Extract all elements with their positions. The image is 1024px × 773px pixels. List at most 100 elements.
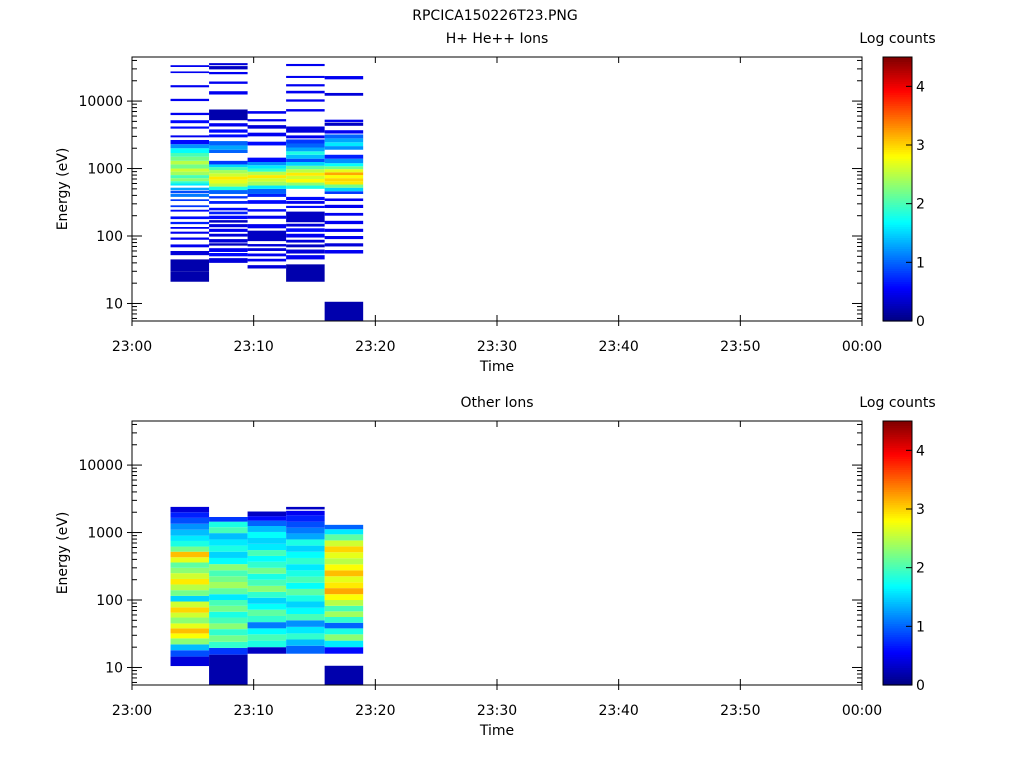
heatmap-cell bbox=[286, 645, 325, 654]
heatmap-cell bbox=[170, 633, 210, 639]
colorbar-segment bbox=[883, 469, 912, 473]
heatmap-cell bbox=[324, 665, 364, 685]
heatmap-cell bbox=[209, 647, 248, 655]
heatmap-cell bbox=[170, 623, 210, 629]
heatmap-cell bbox=[286, 255, 325, 260]
colorbar-segment bbox=[883, 182, 912, 186]
colorbar-segment bbox=[883, 142, 912, 146]
colorbar-segment bbox=[883, 316, 912, 320]
colorbar-segment bbox=[883, 559, 912, 563]
heatmap-cell bbox=[170, 216, 210, 220]
heatmap-cell bbox=[247, 573, 287, 580]
colorbar-segment bbox=[883, 131, 912, 135]
heatmap-cell bbox=[324, 191, 364, 194]
heatmap-cell bbox=[170, 148, 210, 153]
heatmap-cell bbox=[209, 170, 248, 174]
colorbar-segment bbox=[883, 513, 912, 517]
heatmap-cell bbox=[209, 145, 248, 150]
colorbar-segment bbox=[883, 138, 912, 142]
heatmap-cell bbox=[286, 135, 325, 139]
colorbar-segment bbox=[883, 299, 912, 302]
heatmap-cell bbox=[170, 144, 210, 149]
heatmap-cell bbox=[286, 158, 325, 162]
x-axis-label: Time bbox=[479, 359, 514, 375]
colorbar-segment bbox=[883, 638, 912, 642]
colorbar-tick-label: 3 bbox=[916, 138, 925, 154]
colorbar-segment bbox=[883, 555, 912, 558]
heatmap-cell bbox=[247, 244, 287, 247]
colorbar-segment bbox=[883, 305, 912, 309]
colorbar-segment bbox=[883, 625, 912, 629]
colorbar-segment bbox=[883, 594, 912, 598]
heatmap-cell bbox=[209, 91, 248, 95]
heatmap-cell bbox=[286, 165, 325, 170]
heatmap-cell bbox=[324, 622, 364, 629]
heatmap-cell bbox=[247, 111, 287, 114]
heatmap-cell bbox=[209, 149, 248, 153]
colorbar-segment bbox=[883, 619, 912, 622]
heatmap-cell bbox=[324, 301, 364, 321]
panel-title: H+ He++ Ions bbox=[446, 31, 549, 47]
colorbar-segment bbox=[883, 127, 912, 131]
heatmap-cell bbox=[324, 640, 364, 648]
colorbar-segment bbox=[883, 632, 912, 635]
heatmap-cell bbox=[324, 576, 364, 583]
heatmap-cell bbox=[170, 656, 210, 667]
colorbar-segment bbox=[883, 224, 912, 227]
colorbar-segment bbox=[883, 244, 912, 247]
colorbar-segment bbox=[883, 219, 912, 223]
colorbar-segment bbox=[883, 511, 912, 514]
colorbar-segment bbox=[883, 285, 912, 289]
heatmap-cell bbox=[247, 178, 287, 182]
colorbar-segment bbox=[883, 658, 912, 662]
colorbar-segment bbox=[883, 599, 912, 602]
colorbar-segment bbox=[883, 145, 912, 148]
y-tick-label: 100 bbox=[96, 229, 123, 245]
colorbar-segment bbox=[883, 520, 912, 523]
colorbar-segment bbox=[883, 204, 912, 208]
heatmap-cell bbox=[324, 198, 364, 202]
heatmap-cell bbox=[286, 182, 325, 186]
heatmap-cell bbox=[247, 579, 287, 586]
colorbar-segment bbox=[883, 259, 912, 263]
heatmap-cell bbox=[170, 65, 210, 67]
colorbar-segment bbox=[883, 614, 912, 618]
heatmap-cell bbox=[286, 84, 325, 87]
heatmap-cell bbox=[247, 200, 287, 204]
colorbar-segment bbox=[883, 621, 912, 624]
heatmap-cell bbox=[324, 594, 364, 601]
heatmap-cell bbox=[247, 615, 287, 623]
heatmap-cell bbox=[286, 228, 325, 232]
heatmap-cell bbox=[209, 611, 248, 618]
heatmap-cell bbox=[324, 142, 364, 147]
heatmap-cell bbox=[247, 168, 287, 172]
heatmap-cell bbox=[286, 551, 325, 558]
colorbar-segment bbox=[883, 208, 912, 212]
colorbar-segment bbox=[883, 440, 912, 444]
heatmap-cell bbox=[247, 175, 287, 179]
heatmap-cell bbox=[247, 215, 287, 219]
colorbar-segment bbox=[883, 484, 912, 488]
heatmap-cell bbox=[324, 130, 364, 134]
colorbar-segment bbox=[883, 173, 912, 177]
colorbar-segment bbox=[883, 467, 912, 470]
heatmap-cell bbox=[209, 533, 248, 540]
colorbar-segment bbox=[883, 310, 912, 313]
colorbar-segment bbox=[883, 180, 912, 183]
heatmap-cell bbox=[286, 154, 325, 159]
heatmap-cell bbox=[209, 173, 248, 177]
heatmap-cell bbox=[324, 605, 364, 612]
colorbar-segment bbox=[883, 226, 912, 230]
colorbar-segment bbox=[883, 195, 912, 199]
heatmap-cell bbox=[247, 628, 287, 635]
heatmap-cell bbox=[247, 125, 287, 129]
x-tick-label: 23:00 bbox=[112, 339, 152, 355]
heatmap-cell bbox=[209, 186, 248, 191]
heatmap-cell bbox=[286, 249, 325, 254]
colorbar-segment bbox=[883, 81, 912, 84]
heatmap-cell bbox=[209, 129, 248, 133]
heatmap-cell bbox=[170, 98, 210, 102]
colorbar-segment bbox=[883, 61, 912, 65]
colorbar-segment bbox=[883, 522, 912, 525]
heatmap-cell bbox=[286, 614, 325, 621]
